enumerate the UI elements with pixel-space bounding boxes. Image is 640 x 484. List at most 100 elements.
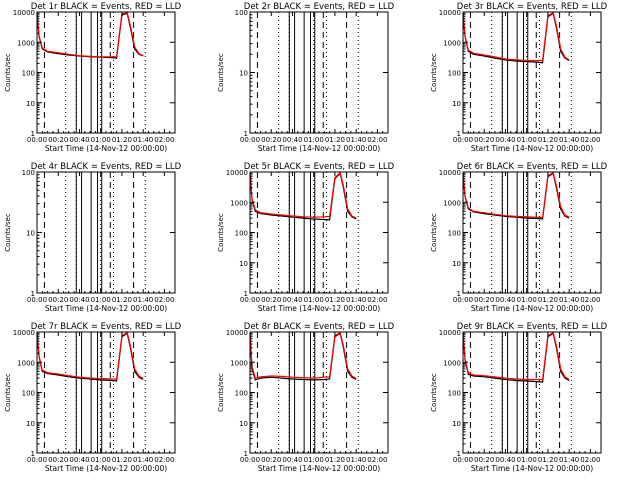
lld-series-line [36, 11, 144, 58]
x-tick-label: 02:00 [580, 136, 600, 144]
x-tick-label: 01:40 [559, 296, 579, 304]
y-axis-label: Counts/sec [217, 53, 225, 92]
panel-title: Det 1r BLACK = Events, RED = LLD [31, 2, 182, 12]
x-tick-label: 00:00 [453, 136, 473, 144]
y-tick-label: 100 [448, 230, 461, 238]
y-tick-label: 10 [452, 260, 461, 268]
x-axis-label: Start Time (14-Nov-12 00:00:00) [45, 464, 167, 473]
x-tick-label: 01:20 [538, 136, 558, 144]
y-axis-label: Counts/sec [217, 213, 225, 252]
y-tick-label: 10 [452, 100, 461, 108]
y-tick-label: 10 [26, 420, 35, 428]
y-tick-label: 1 [31, 450, 35, 458]
y-tick-label: 1000 [230, 359, 248, 367]
x-tick-label: 01:00 [304, 456, 324, 464]
y-tick-label: 10 [239, 420, 248, 428]
x-tick-label: 01:20 [112, 456, 132, 464]
y-tick-label: 1 [31, 130, 35, 138]
y-tick-label: 100 [235, 390, 248, 398]
x-tick-label: 00:20 [48, 456, 68, 464]
plot-frame [36, 171, 176, 294]
x-tick-label: 02:00 [580, 456, 600, 464]
x-tick-label: 01:00 [517, 456, 537, 464]
y-tick-label: 1 [457, 450, 461, 458]
events-series-line [249, 332, 357, 381]
events-series-line [462, 12, 570, 64]
panel-title: Det 7r BLACK = Events, RED = LLD [31, 322, 182, 332]
x-axis-label: Start Time (14-Nov-12 00:00:00) [258, 304, 380, 313]
x-tick-label: 00:20 [48, 136, 68, 144]
y-tick-label: 1000 [443, 39, 461, 47]
y-tick-label: 10000 [13, 9, 35, 17]
y-tick-label: 1000 [17, 39, 35, 47]
x-tick-label: 01:40 [346, 296, 366, 304]
y-tick-label: 1000 [443, 199, 461, 207]
x-tick-label: 01:00 [517, 136, 537, 144]
y-tick-label: 10000 [226, 169, 248, 177]
x-axis-label: Start Time (14-Nov-12 00:00:00) [258, 464, 380, 473]
y-tick-label: 10000 [226, 329, 248, 337]
x-tick-label: 00:40 [495, 456, 515, 464]
y-tick-label: 1 [457, 290, 461, 298]
x-tick-label: 01:00 [91, 456, 111, 464]
x-tick-label: 00:20 [474, 456, 494, 464]
x-tick-label: 00:00 [240, 456, 260, 464]
x-axis-label: Start Time (14-Nov-12 00:00:00) [471, 304, 593, 313]
plot-frame [249, 331, 389, 454]
y-tick-label: 10 [239, 70, 248, 78]
x-tick-label: 00:20 [474, 136, 494, 144]
y-tick-label: 100 [448, 390, 461, 398]
y-tick-label: 1 [31, 290, 35, 298]
panel-title: Det 5r BLACK = Events, RED = LLD [244, 162, 395, 172]
x-tick-label: 01:20 [538, 296, 558, 304]
y-tick-label: 10000 [439, 169, 461, 177]
y-axis-label: Counts/sec [4, 213, 12, 252]
x-tick-label: 00:40 [69, 136, 89, 144]
panel-3: Det 3r BLACK = Events, RED = LLD 00:00 00:… [430, 2, 608, 153]
x-tick-label: 00:40 [282, 456, 302, 464]
y-axis-label: Counts/sec [4, 373, 12, 412]
panel-title: Det 9r BLACK = Events, RED = LLD [457, 322, 608, 332]
y-tick-label: 10000 [439, 9, 461, 17]
plot-frame [249, 171, 389, 294]
plot-frame [36, 331, 176, 454]
x-tick-label: 01:00 [304, 136, 324, 144]
x-tick-label: 00:20 [261, 136, 281, 144]
panel-title: Det 2r BLACK = Events, RED = LLD [244, 2, 395, 12]
x-tick-label: 00:00 [27, 136, 47, 144]
panel-title: Det 3r BLACK = Events, RED = LLD [457, 2, 608, 12]
x-tick-label: 01:20 [112, 296, 132, 304]
panel-title: Det 6r BLACK = Events, RED = LLD [457, 162, 608, 172]
x-tick-label: 01:20 [325, 136, 345, 144]
y-axis-label: Counts/sec [217, 373, 225, 412]
y-tick-label: 1 [244, 450, 248, 458]
lld-series-line [462, 171, 570, 219]
y-tick-label: 1000 [230, 199, 248, 207]
panel-title: Det 4r BLACK = Events, RED = LLD [31, 162, 182, 172]
x-tick-label: 01:20 [538, 456, 558, 464]
x-tick-label: 01:20 [112, 136, 132, 144]
y-tick-label: 10 [26, 230, 35, 238]
y-tick-label: 100 [22, 169, 35, 177]
x-tick-label: 01:00 [91, 296, 111, 304]
x-tick-label: 00:00 [453, 296, 473, 304]
y-tick-label: 1 [457, 130, 461, 138]
x-tick-label: 01:20 [325, 456, 345, 464]
x-axis-label: Start Time (14-Nov-12 00:00:00) [471, 144, 593, 153]
lld-series-line [462, 11, 570, 62]
plot-frame [462, 11, 602, 134]
x-tick-label: 00:00 [27, 296, 47, 304]
y-tick-label: 100 [22, 70, 35, 78]
y-tick-label: 100 [235, 9, 248, 17]
x-tick-label: 01:40 [133, 136, 153, 144]
x-tick-label: 01:40 [133, 296, 153, 304]
x-tick-label: 00:00 [240, 136, 260, 144]
y-tick-label: 1 [244, 290, 248, 298]
lld-series-line [36, 331, 144, 380]
x-tick-label: 01:40 [346, 456, 366, 464]
x-tick-label: 01:40 [346, 136, 366, 144]
